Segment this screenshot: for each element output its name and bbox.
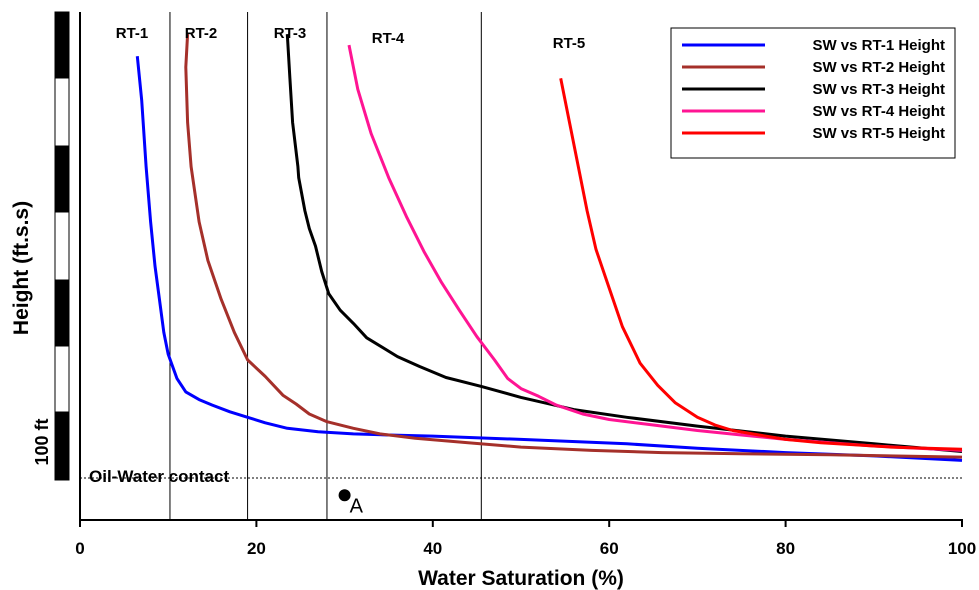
- x-axis-ticks: 0 20 40 60 80 100: [75, 520, 976, 558]
- oil-water-contact-label: Oil-Water contact: [89, 467, 229, 486]
- legend-label-rt-1: SW vs RT-1 Height: [812, 37, 945, 54]
- x-tick-label: 80: [776, 539, 795, 558]
- series-line-rt-5: [559, 78, 963, 451]
- scale-bar-block: [54, 211, 70, 281]
- scale-bar-block: [54, 77, 70, 147]
- legend-label-rt-3: SW vs RT-3 Height: [812, 81, 945, 98]
- x-tick-label: 60: [600, 539, 619, 558]
- rock-type-boundaries: [169, 12, 482, 520]
- scale-bar-label: 100 ft: [32, 418, 52, 465]
- rock-type-label-5: RT-5: [553, 35, 586, 52]
- rock-type-labels: RT-1 RT-2 RT-3 RT-4 RT-5: [116, 25, 586, 52]
- point-a-label: A: [350, 495, 364, 517]
- x-tick-label: 100: [948, 539, 976, 558]
- scale-bar-block: [54, 411, 70, 481]
- y-axis-title: Height (ft.s.s): [10, 201, 33, 335]
- rock-type-label-3: RT-3: [274, 25, 307, 42]
- x-tick-label: 40: [423, 539, 442, 558]
- rock-type-label-2: RT-2: [185, 25, 218, 42]
- x-tick-label: 0: [75, 539, 84, 558]
- rock-type-label-1: RT-1: [116, 25, 149, 42]
- scale-bar-block: [54, 345, 70, 413]
- rock-type-label-4: RT-4: [372, 30, 405, 47]
- x-axis-title: Water Saturation (%): [418, 567, 624, 590]
- x-tick-label: 20: [247, 539, 266, 558]
- scale-bar-block: [54, 145, 70, 213]
- legend-label-rt-4: SW vs RT-4 Height: [812, 103, 945, 120]
- legend-box: [670, 27, 956, 159]
- legend-label-rt-5: SW vs RT-5 Height: [812, 125, 945, 142]
- scale-bar-block: [54, 279, 70, 347]
- series-line-rt-2: [184, 34, 963, 459]
- series-line-rt-3: [285, 34, 963, 453]
- series-lines: [135, 34, 963, 462]
- legend: SW vs RT-1 Height SW vs RT-2 Height SW vs …: [670, 27, 956, 159]
- series-line-rt-1: [135, 56, 963, 462]
- height-scale-bar: [54, 11, 70, 481]
- legend-label-rt-2: SW vs RT-2 Height: [812, 59, 945, 76]
- point-a-marker: [338, 489, 351, 502]
- scale-bar-block: [54, 11, 70, 79]
